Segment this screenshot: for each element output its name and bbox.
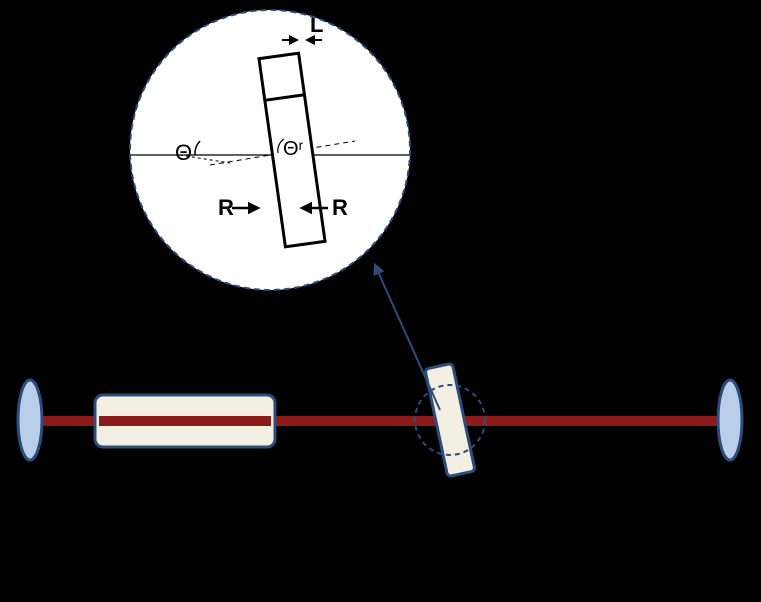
label-R-left: R bbox=[218, 195, 234, 220]
inset-view: L' Θ Θʳ R R bbox=[130, 10, 410, 290]
main-bench bbox=[18, 363, 742, 476]
mirror-right bbox=[718, 380, 742, 460]
label-theta-r: Θʳ bbox=[283, 138, 304, 160]
label-R-right: R bbox=[332, 195, 348, 220]
inset-background bbox=[130, 10, 410, 290]
beam-in-gain bbox=[99, 416, 271, 426]
optics-diagram: L' Θ Θʳ R R bbox=[0, 0, 761, 602]
label-theta: Θ bbox=[175, 140, 192, 165]
callout-pointer bbox=[375, 265, 440, 410]
mirror-left bbox=[18, 380, 42, 460]
